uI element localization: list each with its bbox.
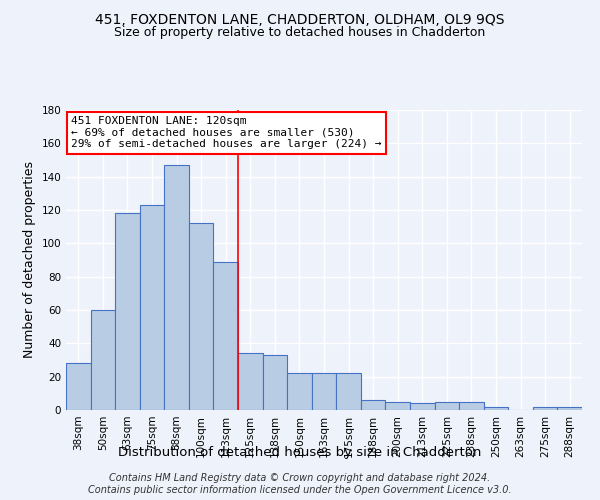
Bar (312, 374, 336, 410)
Bar (189, 224, 214, 410)
Bar (91, 310, 115, 410)
Text: Distribution of detached houses by size in Chadderton: Distribution of detached houses by size … (118, 446, 482, 459)
Bar (164, 165, 189, 410)
Bar (557, 406, 582, 410)
Bar (140, 205, 164, 410)
Bar (287, 374, 312, 410)
Bar (66, 364, 91, 410)
Text: Contains HM Land Registry data © Crown copyright and database right 2024.
Contai: Contains HM Land Registry data © Crown c… (88, 474, 512, 495)
Text: Size of property relative to detached houses in Chadderton: Size of property relative to detached ho… (115, 26, 485, 39)
Bar (115, 214, 140, 410)
Bar (533, 406, 557, 410)
Bar (361, 400, 385, 410)
Text: 451 FOXDENTON LANE: 120sqm
← 69% of detached houses are smaller (530)
29% of sem: 451 FOXDENTON LANE: 120sqm ← 69% of deta… (71, 116, 382, 149)
Y-axis label: Number of detached properties: Number of detached properties (23, 162, 36, 358)
Bar (214, 262, 238, 410)
Bar (336, 374, 361, 410)
Bar (434, 402, 459, 410)
Bar (484, 406, 508, 410)
Bar (263, 355, 287, 410)
Bar (385, 402, 410, 410)
Bar (410, 404, 434, 410)
Bar (238, 354, 263, 410)
Text: 451, FOXDENTON LANE, CHADDERTON, OLDHAM, OL9 9QS: 451, FOXDENTON LANE, CHADDERTON, OLDHAM,… (95, 12, 505, 26)
Bar (459, 402, 484, 410)
